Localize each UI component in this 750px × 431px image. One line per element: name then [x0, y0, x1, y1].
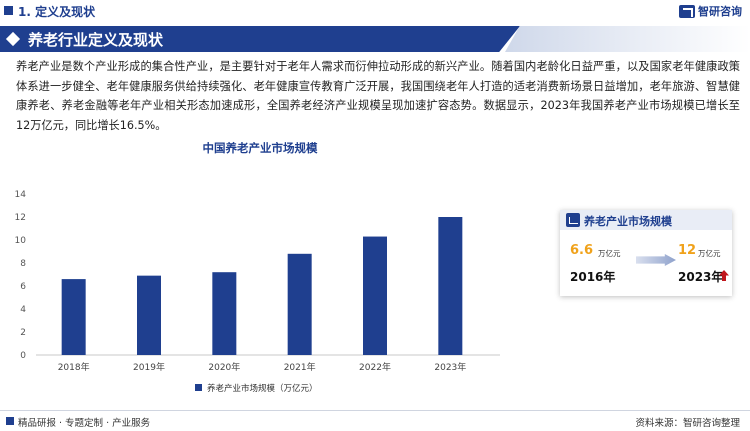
legend-swatch: [195, 384, 202, 391]
section-title: 1. 定义及现状: [18, 5, 96, 19]
chart-title: 中国养老产业市场规模: [202, 141, 318, 155]
brand-logo-text: 智研咨询: [698, 5, 742, 18]
brand-logo-icon: [679, 4, 695, 18]
y-tick-label: 4: [20, 305, 26, 315]
y-tick-label: 10: [15, 236, 27, 246]
x-tick-label: 2022年: [359, 361, 391, 373]
arrow-right-icon: [636, 254, 676, 266]
footer-marker-icon: [6, 417, 14, 425]
footer-source: 资料来源：智研咨询整理: [635, 418, 740, 429]
intro-paragraph: 养老产业是数个产业形成的集合性产业，是主要针对于老年人需求而衍伸拉动形成的新兴产…: [16, 60, 740, 132]
x-tick-label: 2021年: [284, 361, 316, 373]
y-tick-label: 2: [20, 328, 26, 338]
banner-background: [0, 26, 520, 52]
bar: [212, 272, 237, 355]
y-tick-label: 12: [15, 213, 26, 223]
footer-tagline: 精品研报 · 专题定制 · 产业服务: [18, 418, 151, 429]
x-tick-label: 2018年: [58, 361, 90, 373]
bar: [287, 253, 312, 355]
start-value: 6.6: [570, 243, 594, 258]
x-tick-label: 2020年: [208, 361, 240, 373]
summary-card-title: 养老产业市场规模: [584, 215, 672, 228]
x-tick-label: 2019年: [133, 361, 165, 373]
chart-icon: [566, 213, 580, 227]
y-tick-label: 6: [20, 282, 26, 292]
page-title: 养老行业定义及现状: [28, 31, 164, 49]
x-tick-label: 2023年: [434, 361, 466, 373]
start-unit: 万亿元: [598, 249, 621, 258]
bar: [61, 279, 86, 355]
y-tick-label: 14: [15, 190, 27, 200]
end-year: 2023年: [678, 270, 724, 284]
section-marker-icon: [4, 6, 13, 15]
y-tick-label: 8: [20, 259, 26, 269]
arrow-up-icon: [719, 270, 729, 281]
summary-card: 养老产业市场规模 6.6 万亿元 2016年 12 万亿元 2023年: [560, 210, 732, 296]
start-year: 2016年: [570, 270, 616, 284]
brand-logo: 智研咨询: [679, 3, 742, 19]
y-tick-label: 0: [20, 351, 26, 361]
banner-stripe: [505, 26, 750, 52]
bar: [137, 275, 161, 355]
footer: 精品研报 · 专题定制 · 产业服务 资料来源：智研咨询整理: [0, 410, 750, 431]
summary-card-header: 养老产业市场规模: [560, 210, 732, 230]
legend-label: 养老产业市场规模（万亿元）: [207, 383, 318, 394]
end-value: 12: [678, 243, 697, 258]
bar: [363, 236, 387, 355]
bar: [438, 217, 463, 355]
top-bar: 1. 定义及现状 智研咨询: [0, 0, 750, 22]
bar-chart: 0 2 4 6 8 10 12 14 2018年 2019年 2020年 2021年 2022年 2023…: [15, 190, 500, 394]
end-unit: 万亿元: [698, 249, 721, 258]
title-banner: 养老行业定义及现状: [0, 26, 750, 52]
